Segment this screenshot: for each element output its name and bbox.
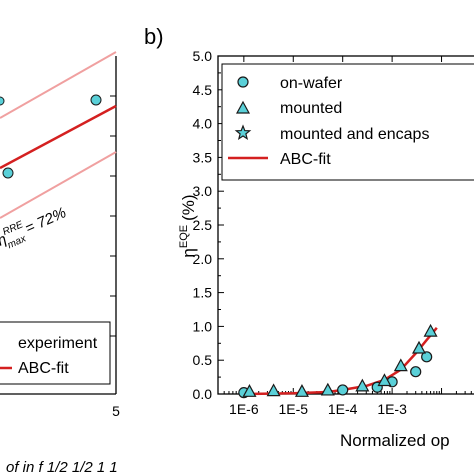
left-lower-bound-line [0, 151, 117, 219]
left-x-tick-label: 5 [112, 403, 120, 419]
annotation-value: = 72% [19, 204, 69, 239]
on-wafer-point [337, 384, 349, 396]
legend-abc-fit: ABC-fit [280, 151, 331, 168]
left-legend-abc-fit: ABC-fit [18, 360, 69, 377]
y-axis-label: ηEQE(%) [178, 194, 198, 257]
left-fit-line [0, 104, 117, 170]
mounted-point [266, 383, 281, 397]
y-tick-label: 0.5 [193, 352, 213, 368]
legend-triangle-marker [235, 100, 251, 114]
x-tick-label: 1E-3 [377, 401, 407, 417]
y-tick-label: 3.0 [193, 183, 213, 199]
y-tick-label: 3.5 [193, 149, 213, 165]
abc-fit-line [243, 326, 438, 396]
legend-mounted: mounted [280, 100, 342, 117]
y-tick-label: 4.0 [193, 116, 213, 132]
mounted-point [355, 378, 370, 392]
mounted-point [393, 358, 408, 372]
legend-box [221, 63, 474, 181]
svg-text:ηRREmax = 72%: ηRREmax = 72% [0, 201, 71, 254]
mounted-point [377, 373, 392, 387]
x-tick-label: 1E-6 [229, 401, 259, 417]
annotation-eta: η [0, 231, 9, 250]
x-tick-label: 1E-5 [278, 401, 308, 417]
y-tick-label: 0.0 [193, 386, 213, 402]
y-tick-label: 4.5 [193, 82, 213, 98]
x-axis-label: Normalized op [340, 431, 450, 450]
left-data-point [2, 167, 14, 179]
y-tick-label: 1.0 [193, 318, 213, 334]
on-wafer-point [421, 351, 433, 363]
y-tick-label: 5.0 [193, 48, 213, 64]
mounted-point [242, 384, 257, 397]
legend-on-wafer: on-wafer [280, 75, 343, 92]
mounted-point [423, 323, 438, 337]
left-legend-experiment: experiment [18, 335, 98, 352]
left-panel: ηRREmax = 72% experiment ABC-fit 5 [0, 51, 120, 419]
caption-fragment: of in f 1/2 1/2 1 1 [6, 459, 118, 474]
x-tick-label: 1E-4 [328, 401, 358, 417]
x-axis: 1E-6 1E-5 1E-4 1E-3 [223, 56, 472, 417]
left-annotation: ηRREmax = 72% [0, 201, 71, 254]
legend-star-marker [234, 124, 252, 141]
y-tick-label: 1.5 [193, 285, 213, 301]
legend-mounted-encaps: mounted and encaps [280, 126, 429, 143]
y-axis: 0.0 0.5 1.0 1.5 2.0 2.5 3.0 3.5 4.0 4.5 5.0 [193, 48, 224, 402]
left-data-point [0, 96, 5, 106]
mounted-point [411, 340, 427, 354]
left-data-point [90, 94, 102, 106]
mounted-point [320, 382, 335, 396]
on-wafer-point [410, 366, 422, 378]
legend: on-wafer mounted mounted and encaps ABC-… [221, 63, 474, 181]
y-tick-label: 2.0 [193, 251, 213, 267]
y-tick-label: 2.5 [193, 217, 213, 233]
mounted-point [294, 384, 309, 397]
legend-circle-marker [237, 76, 249, 88]
left-upper-bound-line [0, 51, 117, 119]
data-layer [238, 323, 438, 399]
panel-label: b) [144, 24, 164, 49]
left-legend-box [0, 321, 111, 385]
